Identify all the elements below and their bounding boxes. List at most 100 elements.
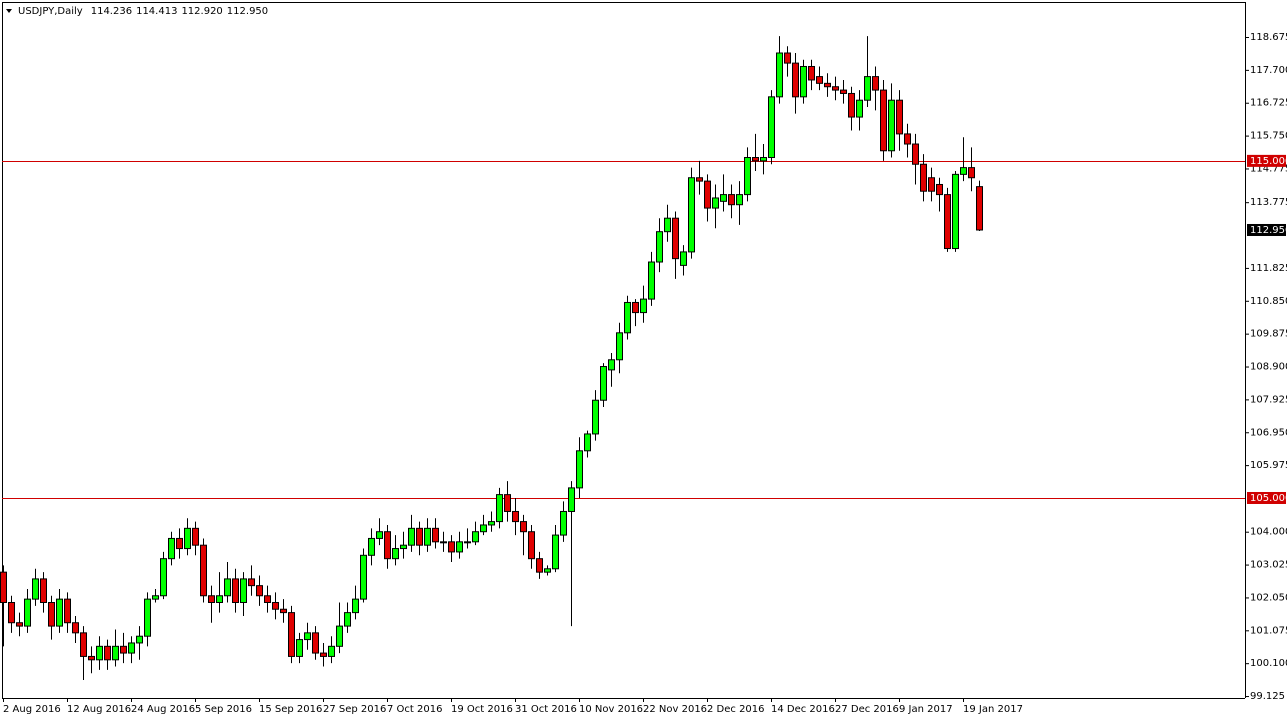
candle-body (144, 598, 151, 637)
y-tick-label: 113.775 (1250, 197, 1287, 208)
candle-body (48, 601, 55, 627)
candle-body (664, 217, 671, 233)
y-tick-label: 103.025 (1250, 560, 1287, 571)
candle-body (480, 524, 487, 533)
candle-body (552, 534, 559, 570)
candle-body (472, 531, 479, 543)
y-tick-label: 100.100 (1250, 658, 1287, 669)
candle-body (656, 231, 663, 263)
candle-body (448, 541, 455, 553)
x-tick-label: 19 Jan 2017 (963, 704, 1023, 715)
candle-body (304, 632, 311, 641)
candle-body (312, 632, 319, 654)
candle-body (624, 301, 631, 334)
candle-body (888, 99, 895, 152)
x-tick-label: 2 Aug 2016 (3, 704, 61, 715)
current-price-label: 112.950 (1250, 225, 1287, 236)
candle-body (616, 332, 623, 361)
candle-body (792, 62, 799, 98)
candle-body (768, 96, 775, 159)
candle-body (120, 645, 127, 654)
candle-body (456, 541, 463, 553)
candle-body (208, 595, 215, 603)
candle-body (960, 167, 967, 175)
candle-body (320, 652, 327, 657)
x-tick-label: 22 Nov 2016 (643, 704, 707, 715)
candle-body (24, 598, 31, 627)
candle-body (704, 180, 711, 209)
candle-body (832, 86, 839, 91)
candle-body (168, 537, 175, 560)
x-tick-label: 2 Dec 2016 (707, 704, 765, 715)
y-tick-label: 108.900 (1250, 362, 1287, 373)
y-tick-label: 104.000 (1250, 527, 1287, 538)
candle-body (488, 521, 495, 526)
candle-body (880, 89, 887, 152)
candle-body (240, 578, 247, 603)
y-tick-label: 99.125 (1250, 691, 1285, 702)
candle-body (928, 177, 935, 192)
candle-body (0, 571, 7, 603)
y-tick-label: 106.950 (1250, 427, 1287, 438)
candle-body (576, 450, 583, 489)
candle-body (200, 544, 207, 597)
candle-body (216, 595, 223, 603)
candle-body (688, 177, 695, 253)
candle-body (904, 133, 911, 145)
candle-body (592, 399, 599, 435)
candle-body (56, 598, 63, 627)
header-value: 114.413 (136, 6, 177, 17)
candle-body (32, 578, 39, 600)
candle-body (256, 585, 263, 597)
x-tick-label: 15 Sep 2016 (259, 704, 322, 715)
level-label: 115.000 (1250, 156, 1287, 167)
header-value: 112.920 (181, 6, 222, 17)
candle-body (328, 645, 335, 657)
candle-body (696, 177, 703, 182)
candle-body (352, 598, 359, 614)
x-tick-label: 27 Sep 2016 (323, 704, 386, 715)
candle-body (584, 433, 591, 452)
level-box (1247, 491, 1286, 504)
candle-body (752, 157, 759, 162)
header: USDJPY,Daily (18, 6, 83, 17)
candle-body (232, 578, 239, 603)
candle-body (160, 558, 167, 597)
x-tick-label: 9 Jan 2017 (899, 704, 953, 715)
candle-body (968, 167, 975, 179)
candle-body (528, 531, 535, 560)
candle-body (872, 76, 879, 91)
y-tick-label: 115.750 (1250, 131, 1287, 142)
candle-body (776, 52, 783, 98)
y-tick-label: 114.775 (1250, 163, 1287, 174)
candle-body (512, 510, 519, 523)
candle-body (376, 531, 383, 539)
symbol: USDJPY,Daily (18, 6, 83, 17)
candle-body (712, 197, 719, 209)
candle-body (496, 494, 503, 523)
candle-body (384, 531, 391, 560)
candle-body (600, 366, 607, 401)
candle-body (280, 608, 287, 614)
candle-body (816, 76, 823, 84)
candle-body (64, 598, 71, 624)
candle-body (416, 527, 423, 546)
candle-body (136, 635, 143, 644)
candle-body (432, 527, 439, 543)
y-tick-label: 118.675 (1250, 32, 1287, 43)
candle-body (360, 554, 367, 600)
candle-body (336, 625, 343, 647)
candle-body (224, 578, 231, 597)
candle-body (368, 537, 375, 556)
menu-arrow[interactable] (6, 9, 12, 13)
x-tick-label: 10 Nov 2016 (579, 704, 643, 715)
candle-body (400, 544, 407, 550)
header-value: 112.950 (227, 6, 268, 17)
candle-body (392, 548, 399, 560)
x-tick-label: 27 Dec 2016 (835, 704, 899, 715)
candle-body (152, 595, 159, 600)
x-tick-label: 7 Oct 2016 (387, 704, 442, 715)
current-price-box (1247, 223, 1286, 236)
candle-body (16, 622, 23, 627)
candle-body (112, 645, 119, 661)
